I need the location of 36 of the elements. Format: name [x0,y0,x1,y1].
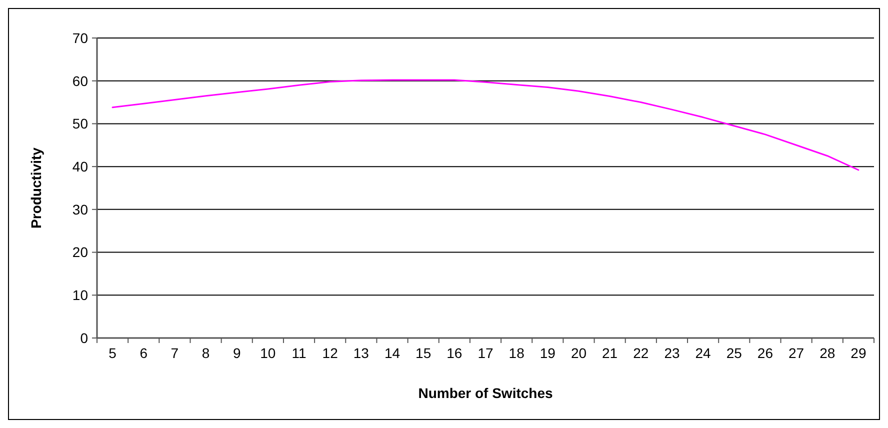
x-tick-label: 22 [633,345,649,361]
x-tick-label: 5 [108,345,117,361]
x-tick-label: 9 [232,345,241,361]
x-axis-title: Number of Switches [418,385,553,401]
x-tick-label: 21 [602,345,618,361]
x-tick-label: 16 [446,345,462,361]
y-tick-label: 0 [80,330,88,346]
y-tick-label: 30 [72,201,88,218]
x-tick-label: 10 [260,345,276,361]
y-axis-title: Productivity [28,147,44,228]
x-tick-label: 6 [140,345,148,361]
x-tick-label: 19 [540,345,556,361]
x-tick-label: 8 [202,345,210,361]
y-tick-label: 20 [72,244,88,260]
y-tick-label: 50 [72,116,88,132]
x-tick-label: 18 [508,345,525,361]
y-tick-label: 10 [72,287,88,304]
x-tick-label: 29 [850,345,866,361]
x-tick-label: 12 [322,345,338,361]
x-tick-label: 28 [820,345,836,361]
y-tick-label: 60 [72,72,88,89]
x-tick-label: 24 [695,345,712,361]
x-tick-label: 20 [570,345,587,361]
x-tick-label: 13 [353,345,370,361]
x-tick-label: 15 [416,345,432,361]
x-tick-label: 23 [664,345,680,361]
x-tick-label: 7 [170,345,179,361]
y-tick-label: 70 [72,30,88,46]
x-tick-label: 11 [292,345,306,361]
line-series [112,79,860,171]
x-tick-label: 14 [384,345,400,361]
x-tick-label: 27 [788,345,804,361]
x-tick-label: 17 [478,345,494,361]
y-tick-label: 40 [72,158,88,174]
x-tick-label: 25 [726,345,742,361]
x-tick-label: 26 [757,345,774,361]
